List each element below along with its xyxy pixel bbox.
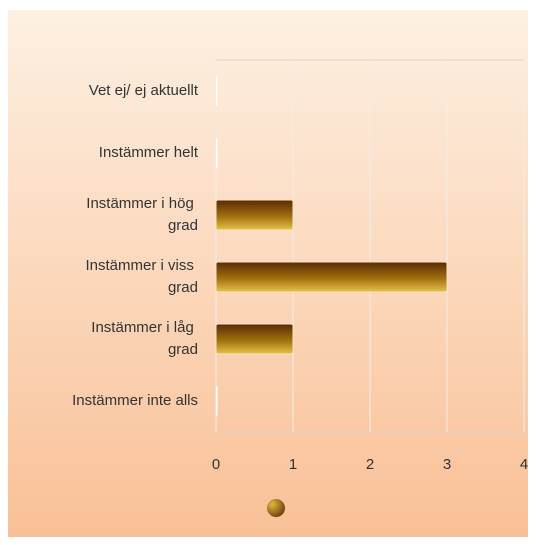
y-tick-label: Instämmer helt (99, 144, 199, 161)
x-tick-label: 0 (212, 456, 220, 473)
bar (216, 386, 218, 416)
x-tick-label: 1 (289, 456, 297, 473)
y-tick-label: Instämmer inte alls (72, 392, 198, 409)
y-tick-label: Instämmer i viss grad (85, 257, 198, 296)
bar (215, 199, 294, 231)
y-tick-label: Vet ej/ ej aktuellt (89, 82, 199, 99)
bar (215, 323, 294, 355)
x-tick-label: 3 (443, 456, 451, 473)
bar (215, 261, 448, 293)
bar (216, 138, 218, 168)
x-tick-label: 4 (520, 456, 528, 473)
bar (216, 76, 218, 106)
legend-marker (267, 499, 285, 517)
y-tick-label: Instämmer i låg grad (91, 319, 198, 358)
y-tick-label: Instämmer i hög grad (86, 195, 198, 234)
x-tick-label: 2 (366, 456, 374, 473)
